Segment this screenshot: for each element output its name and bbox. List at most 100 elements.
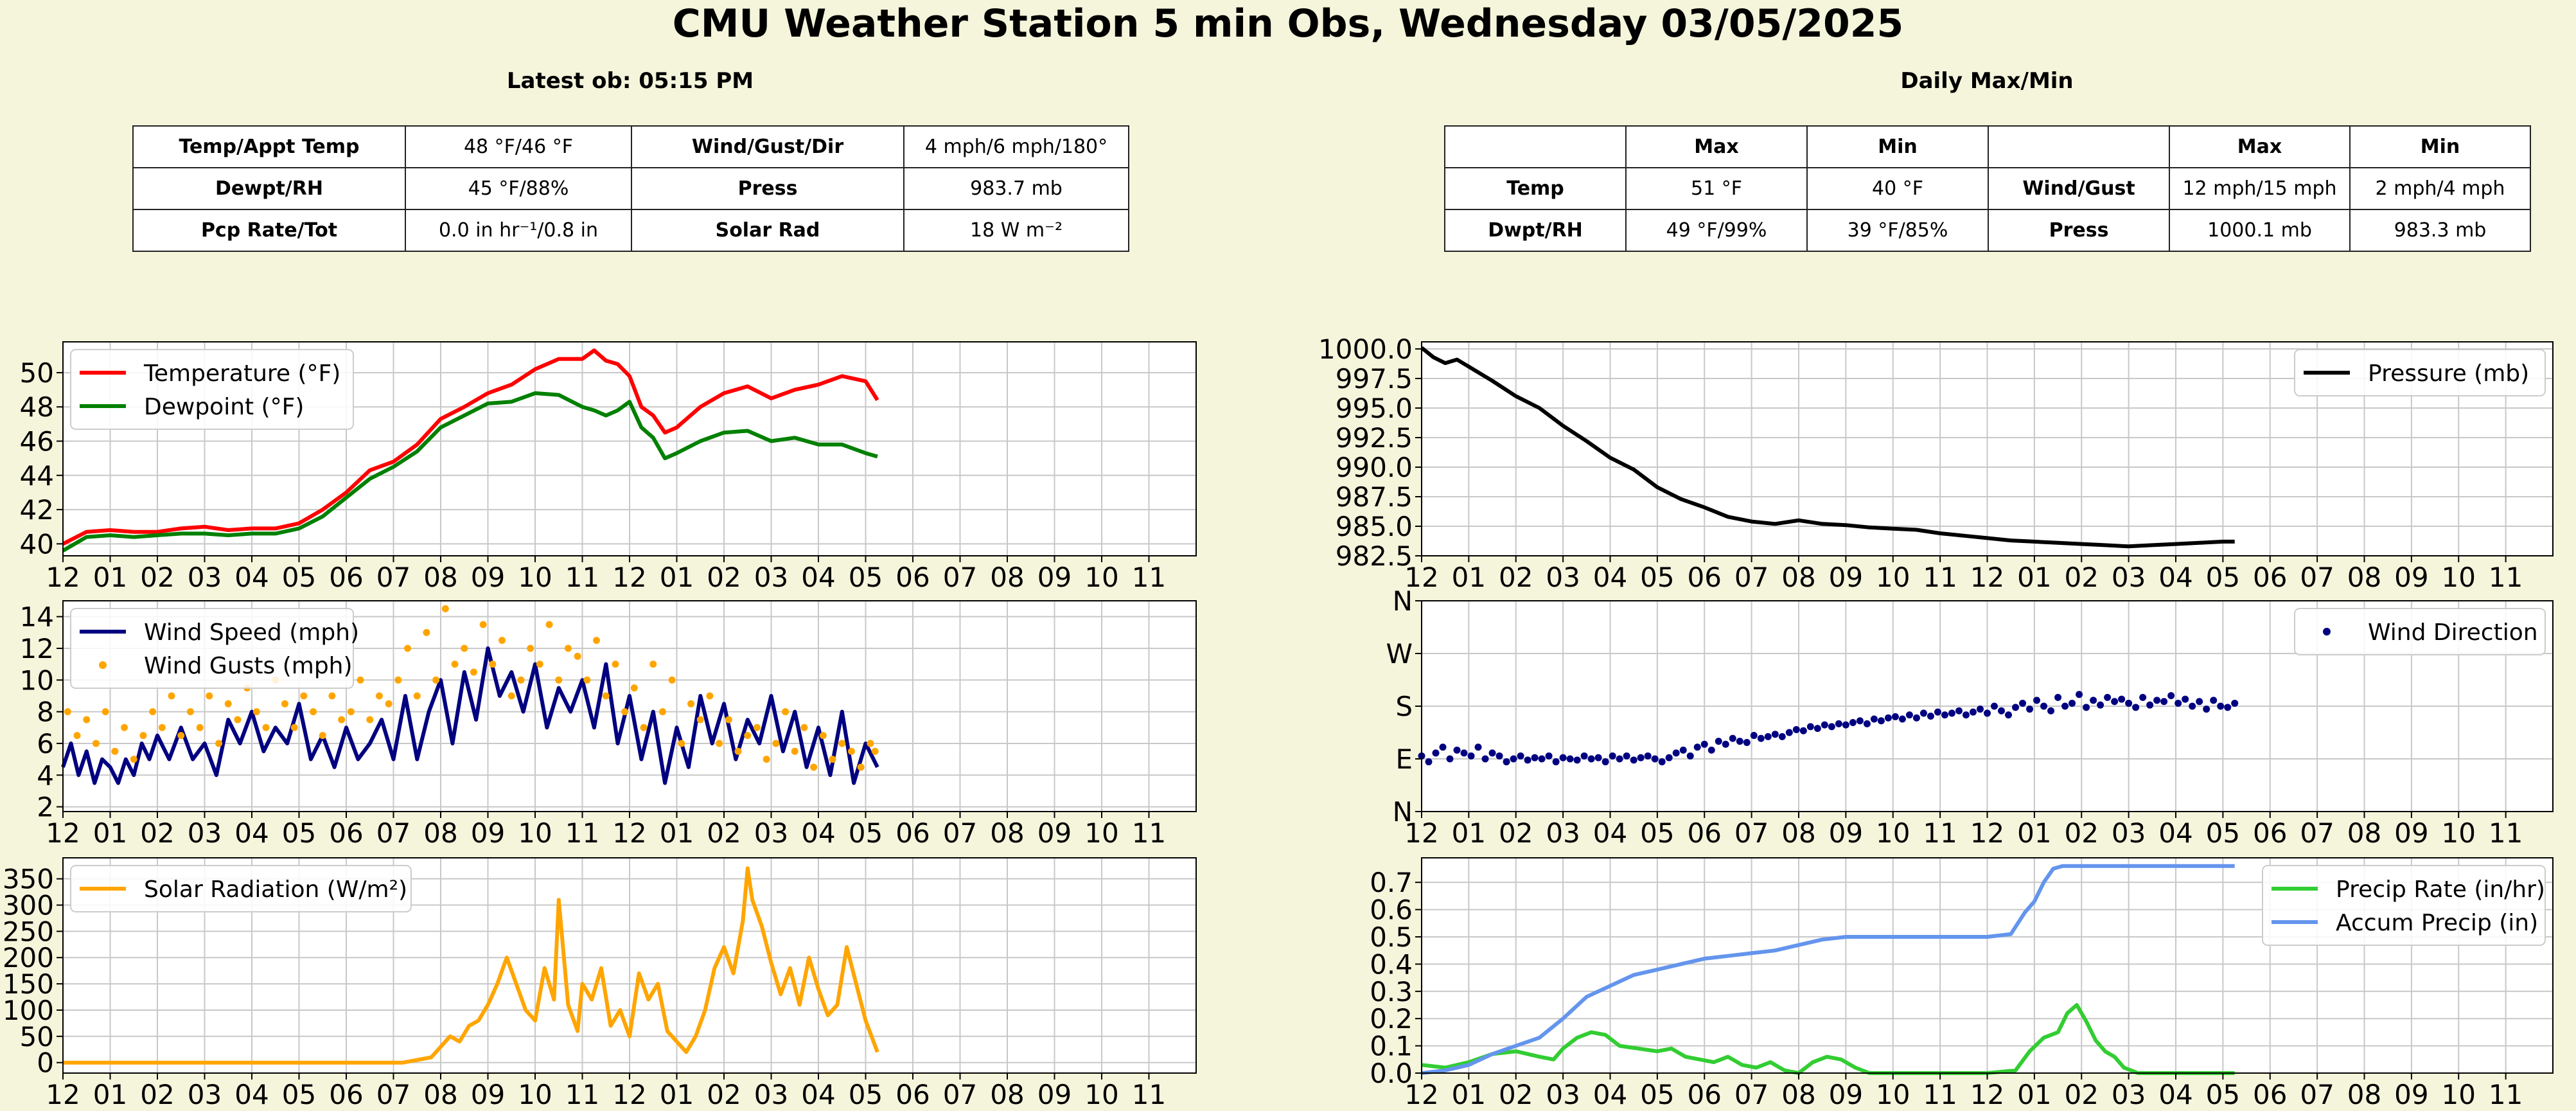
data-point [564, 644, 572, 652]
data-point [366, 716, 374, 724]
x-tick-label: 05 [282, 1079, 316, 1110]
data-point [1601, 758, 1609, 766]
legend-label: Solar Radiation (W/m²) [144, 876, 407, 903]
data-point [347, 708, 355, 716]
table-cell: Max [1625, 125, 1808, 168]
table-cell: Temp [1444, 167, 1627, 210]
data-point [1884, 714, 1892, 722]
data-point [782, 708, 790, 716]
data-point [2231, 699, 2239, 707]
x-tick-label: 03 [754, 817, 788, 849]
data-point [290, 724, 298, 731]
y-tick-label: 44 [20, 460, 54, 492]
x-tick-label: 02 [1499, 562, 1533, 593]
data-point [2005, 711, 2013, 719]
data-point [1715, 738, 1722, 745]
data-point [158, 724, 166, 731]
x-tick-label: 06 [329, 562, 363, 593]
data-point [2076, 691, 2083, 698]
data-point [574, 652, 581, 660]
data-point [1778, 733, 1786, 740]
data-point [1630, 756, 1637, 764]
x-tick-label: 10 [1876, 817, 1910, 849]
chart-panel: 12 01 02 03 04 05 06 07 08 09 10 11 12 01 02 03 04 05 06 07… [3, 857, 1197, 1110]
data-point [1587, 755, 1595, 763]
x-tick-label: 12 [612, 562, 646, 593]
x-tick-label: 09 [471, 817, 505, 849]
data-point [1432, 749, 1440, 757]
data-point [725, 716, 732, 724]
data-point [507, 692, 515, 700]
data-point [1495, 752, 1503, 760]
table-cell: Max [2169, 125, 2351, 168]
data-point [527, 644, 534, 652]
x-tick-label: 07 [943, 562, 977, 593]
x-tick-label: 05 [2206, 817, 2240, 849]
x-tick-label: 06 [1688, 562, 1722, 593]
y-tick-label: 10 [20, 664, 54, 696]
data-point [1524, 756, 1531, 764]
x-tick-label: 12 [1970, 1079, 2004, 1110]
data-point [2217, 702, 2225, 710]
data-point [2012, 704, 2020, 711]
table-cell: Pcp Rate/Tot [132, 209, 406, 252]
data-point [1552, 758, 1560, 766]
table-cell: 39 °F/85% [1806, 209, 1989, 252]
data-point [2083, 704, 2090, 711]
x-tick-label: 08 [2347, 1079, 2381, 1110]
data-point [2069, 699, 2076, 707]
x-tick-label: 01 [660, 817, 694, 849]
data-point [1439, 743, 1447, 751]
data-point [2153, 697, 2161, 704]
data-point [1481, 755, 1489, 763]
data-point [1722, 740, 1729, 748]
data-point [489, 661, 497, 668]
daily-maxmin-label: Daily Max/Min [1900, 68, 2074, 94]
y-tick-label: 12 [20, 633, 54, 664]
data-point [630, 684, 638, 692]
data-point [2026, 706, 2034, 713]
x-tick-label: 10 [518, 817, 552, 849]
data-point [1835, 720, 1842, 727]
table-cell: 983.7 mb [903, 167, 1129, 210]
x-tick-label: 07 [1734, 817, 1769, 849]
data-point [1905, 711, 1913, 719]
x-tick-label: 01 [1452, 1079, 1486, 1110]
x-tick-label: 01 [1452, 817, 1486, 849]
data-point [1510, 755, 1517, 763]
data-point [1764, 733, 1772, 740]
x-tick-label: 03 [188, 817, 222, 849]
data-point [394, 676, 402, 684]
series-line [1420, 346, 2235, 549]
data-point [215, 740, 223, 747]
x-tick-label: 07 [943, 817, 977, 849]
data-point [1693, 743, 1701, 751]
y-tick-label: 100 [3, 995, 54, 1026]
data-point [1962, 711, 1970, 719]
data-point [1672, 749, 1680, 757]
x-tick-label: 10 [1084, 817, 1118, 849]
legend-box [2294, 608, 2546, 655]
x-tick-label: 11 [565, 817, 599, 849]
data-point [186, 708, 194, 716]
y-tick-label: N [1393, 585, 1413, 617]
y-tick-label: 0.3 [1370, 976, 1413, 1008]
table-cell: Min [2349, 125, 2531, 168]
x-tick-label: 03 [2112, 1079, 2146, 1110]
x-tick-label: 02 [2065, 562, 2099, 593]
x-tick-label: 12 [1404, 562, 1438, 593]
data-point [536, 661, 543, 668]
x-tick-label: 06 [329, 1079, 363, 1110]
data-point [1488, 749, 1496, 757]
legend-box [70, 608, 354, 689]
data-point [1580, 752, 1588, 760]
x-tick-label: 12 [612, 817, 646, 849]
x-tick-label: 08 [1781, 817, 1815, 849]
x-tick-label: 06 [2253, 817, 2287, 849]
x-tick-label: 07 [943, 1079, 977, 1110]
x-tick-label: 09 [471, 562, 505, 593]
x-tick-label: 11 [1923, 562, 1957, 593]
x-tick-label: 12 [46, 562, 80, 593]
y-tick-label: 0.1 [1370, 1031, 1413, 1062]
data-point [1637, 754, 1645, 761]
